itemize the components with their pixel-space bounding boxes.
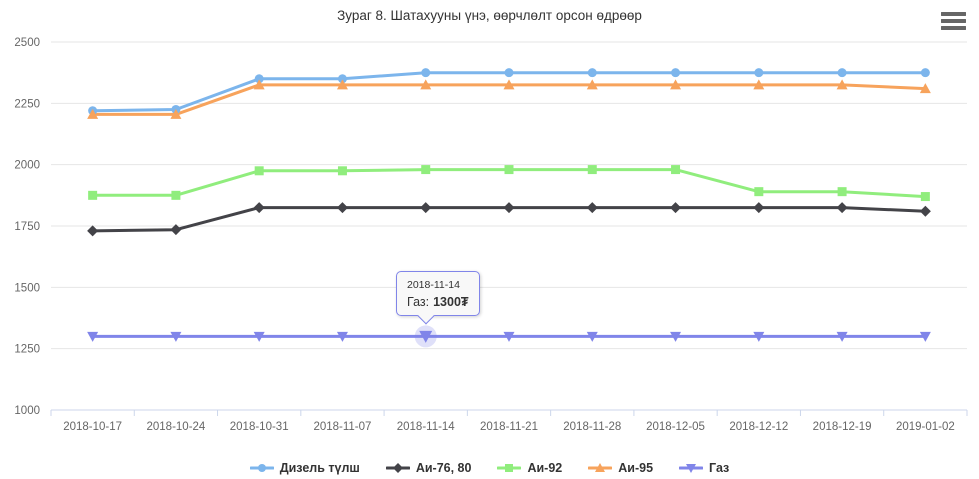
x-axis-label: 2018-10-31 (230, 421, 289, 433)
data-point[interactable] (671, 68, 681, 78)
data-point[interactable] (336, 331, 348, 342)
data-point[interactable] (754, 68, 764, 78)
circle-legend-icon (249, 464, 274, 472)
x-axis-label: 2018-10-17 (63, 421, 122, 433)
series-line[interactable] (91, 71, 927, 113)
data-point[interactable] (586, 79, 598, 90)
x-axis-label: 2018-12-12 (729, 421, 788, 433)
data-point[interactable] (254, 74, 264, 84)
legend-label: Аи-95 (618, 461, 654, 475)
chart-context-menu-button[interactable] (938, 6, 969, 36)
data-point[interactable] (586, 202, 598, 214)
data-point[interactable] (837, 187, 847, 197)
data-point[interactable] (919, 331, 931, 342)
data-point[interactable] (253, 79, 265, 90)
data-point[interactable] (920, 68, 930, 78)
data-point[interactable] (253, 331, 265, 342)
y-axis-label: 1750 (14, 221, 40, 233)
data-point[interactable] (671, 165, 681, 175)
data-point[interactable] (419, 330, 433, 343)
data-point[interactable] (504, 68, 514, 78)
legend: Дизель түлш Аи-76, 80 Аи-92 Аи-95 Газ (0, 461, 979, 475)
data-point[interactable] (421, 165, 431, 175)
chart-title: Зураг 8. Шатахууны үнэ, өөрчлөлт орсон ө… (337, 8, 642, 23)
data-point[interactable] (253, 202, 265, 214)
y-axis-label: 2000 (14, 160, 40, 172)
tooltip-date: 2018-11-14 (407, 279, 460, 291)
data-point[interactable] (753, 79, 765, 90)
x-axis-label: 2019-01-02 (896, 421, 955, 433)
data-point[interactable] (503, 202, 515, 214)
x-axis-label: 2018-11-28 (563, 421, 621, 433)
legend-item-2[interactable]: Аи-76, 80 (385, 461, 472, 475)
data-point[interactable] (170, 224, 182, 236)
triangle-down-legend-icon (679, 464, 704, 473)
y-axis-label: 1500 (14, 282, 40, 294)
y-axis-label: 2250 (14, 98, 40, 110)
data-point[interactable] (170, 331, 182, 342)
tooltip-value: 1300₮ (433, 295, 469, 309)
data-point[interactable] (587, 68, 597, 78)
tooltip-series-name: Газ: (407, 295, 430, 309)
x-axis-label: 2018-12-05 (646, 421, 705, 433)
x-axis-label: 2018-11-14 (397, 421, 456, 433)
data-point[interactable] (919, 205, 931, 217)
data-point[interactable] (420, 79, 432, 90)
plot-area: 1000 1250 1500 1750 2000 2250 2500 2018-10-17 20… (14, 37, 968, 433)
data-point[interactable] (670, 202, 682, 214)
data-point[interactable] (836, 331, 848, 342)
x-axis-label: 2018-10-24 (146, 421, 205, 433)
data-point[interactable] (420, 202, 432, 214)
data-point[interactable] (670, 331, 682, 342)
data-point[interactable] (504, 165, 514, 175)
data-point[interactable] (670, 79, 682, 90)
y-axis-label: 1250 (14, 344, 40, 356)
y-axis-label: 1000 (14, 405, 40, 417)
y-axis-label: 2500 (14, 37, 40, 49)
data-point[interactable] (587, 165, 597, 175)
data-point[interactable] (503, 331, 515, 342)
data-point[interactable] (88, 190, 98, 200)
data-point[interactable] (336, 79, 348, 90)
legend-label: Дизель түлш (279, 461, 360, 475)
legend-label: Аи-76, 80 (415, 461, 472, 475)
data-point[interactable] (586, 331, 598, 342)
data-point[interactable] (837, 68, 847, 78)
data-point[interactable] (170, 108, 182, 119)
data-point[interactable] (753, 202, 765, 214)
data-point[interactable] (920, 192, 930, 202)
legend-label: Аи-92 (527, 461, 563, 475)
data-point[interactable] (254, 166, 264, 176)
legend-label: Газ (709, 461, 730, 475)
data-point[interactable] (753, 331, 765, 342)
data-point[interactable] (421, 68, 431, 78)
data-point[interactable] (87, 225, 99, 237)
legend-item-5[interactable]: Газ (679, 461, 729, 475)
data-point[interactable] (337, 166, 347, 176)
data-point[interactable] (503, 79, 515, 90)
tooltip-value-line: Газ: 1300₮ (407, 295, 469, 309)
data-point[interactable] (754, 187, 764, 197)
hamburger-icon (941, 12, 966, 30)
data-point[interactable] (87, 331, 99, 342)
data-point[interactable] (919, 83, 931, 94)
data-point[interactable] (171, 190, 181, 200)
diamond-legend-icon (385, 463, 410, 473)
x-axis-label: 2018-11-21 (480, 421, 538, 433)
legend-item-3[interactable]: Аи-92 (497, 461, 562, 475)
triangle-legend-icon (588, 463, 613, 472)
legend-item-4[interactable]: Аи-95 (588, 461, 653, 475)
data-point[interactable] (337, 74, 347, 84)
legend-item-1[interactable]: Дизель түлш (249, 461, 360, 475)
tooltip: 2018-11-14 Газ: 1300₮ (396, 271, 480, 325)
x-axis-label: 2018-12-19 (813, 421, 872, 433)
data-point[interactable] (87, 108, 99, 119)
data-point[interactable] (336, 202, 348, 214)
data-point[interactable] (836, 202, 848, 214)
square-legend-icon (497, 464, 522, 472)
data-point[interactable] (836, 79, 848, 90)
x-axis-label: 2018-11-07 (313, 421, 371, 433)
